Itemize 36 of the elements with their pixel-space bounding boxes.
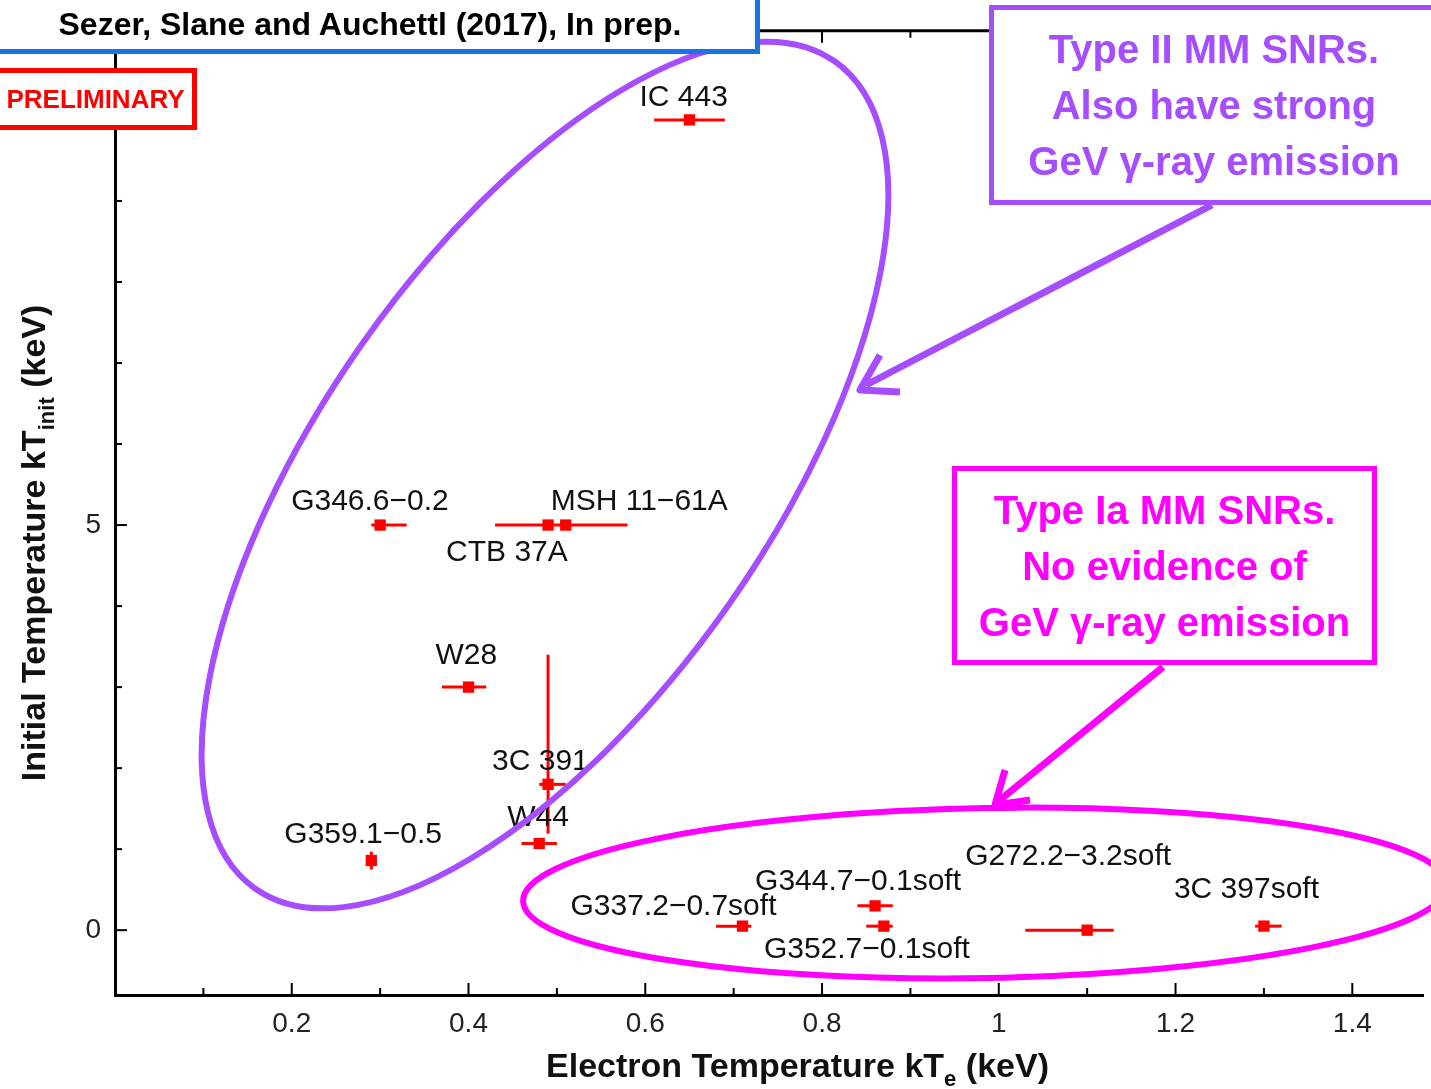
annotation: 3C 397soft bbox=[1173, 871, 1320, 905]
source-box: Sezer, Slane and Auchettl (2017), In prep. bbox=[0, 0, 760, 54]
annotation: IC 443 bbox=[639, 78, 728, 112]
point bbox=[1081, 924, 1093, 936]
x-tick-label: 0.4 bbox=[449, 1006, 488, 1038]
point bbox=[683, 114, 696, 126]
x-tick-label: 0.8 bbox=[802, 1006, 842, 1038]
annotation: G272.2−3.2soft bbox=[965, 838, 1172, 872]
y-tick-label: 5 bbox=[85, 507, 101, 539]
x-tick-label: 1.2 bbox=[1156, 1006, 1196, 1038]
annotation: G346.6−0.2 bbox=[291, 483, 449, 517]
callout-box: Type Ia MM SNRs. No evidence of GeV γ-ray emission bbox=[952, 466, 1377, 665]
point bbox=[878, 920, 890, 932]
y-tick-label: 0 bbox=[85, 912, 101, 944]
point bbox=[365, 854, 377, 867]
annotation: G359.1−0.5 bbox=[284, 816, 442, 850]
x-tick-label: 0.6 bbox=[625, 1006, 665, 1038]
y-axis-title: Initial Temperature kTinit (keV) bbox=[14, 304, 59, 782]
point bbox=[869, 900, 881, 912]
point bbox=[462, 681, 475, 693]
callout-box: Type II MM SNRs. Also have strong GeV γ-ray emission bbox=[989, 5, 1431, 205]
annotation: W28 bbox=[435, 637, 498, 671]
point bbox=[560, 519, 572, 531]
x-tick-label: 0.2 bbox=[272, 1006, 312, 1038]
annotation: MSH 11−61A bbox=[550, 483, 728, 517]
point bbox=[1258, 920, 1270, 932]
point bbox=[374, 519, 386, 531]
annotation: G352.7−0.1soft bbox=[763, 931, 971, 965]
point bbox=[542, 519, 554, 531]
point bbox=[542, 778, 554, 790]
point bbox=[736, 920, 749, 932]
x-tick-label: 1 bbox=[990, 1006, 1007, 1038]
x-tick-label: 1.4 bbox=[1332, 1006, 1372, 1038]
annotation: CTB 37A bbox=[446, 534, 568, 568]
stamp-box: PRELIMINARY bbox=[0, 68, 197, 130]
point bbox=[533, 837, 545, 850]
